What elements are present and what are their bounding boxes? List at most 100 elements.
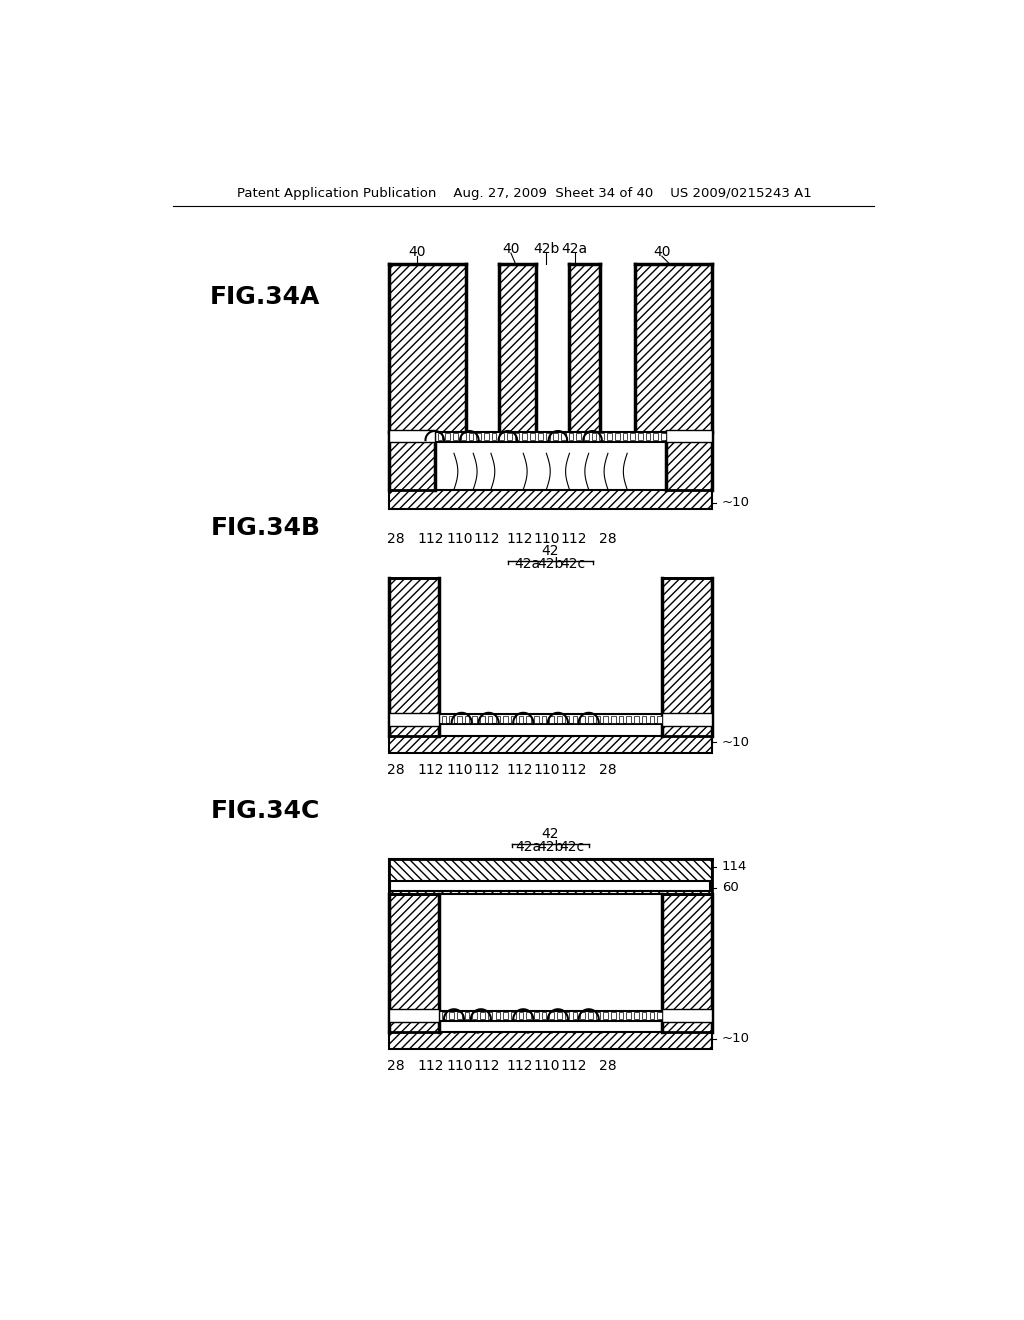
Text: 112: 112 <box>506 1059 532 1073</box>
Bar <box>465 715 469 723</box>
Bar <box>438 714 662 725</box>
Bar <box>565 715 569 723</box>
Bar <box>450 1012 454 1019</box>
Text: 112: 112 <box>418 1059 444 1073</box>
Text: 112: 112 <box>473 1059 500 1073</box>
Bar <box>635 264 712 432</box>
Bar <box>388 737 712 752</box>
Bar <box>445 433 451 441</box>
Text: 112: 112 <box>506 763 532 776</box>
Bar <box>435 432 666 442</box>
Bar <box>472 1012 477 1019</box>
Bar <box>649 715 654 723</box>
Bar <box>511 715 515 723</box>
Bar <box>388 859 712 894</box>
Bar <box>565 1012 569 1019</box>
Text: 112: 112 <box>418 763 444 776</box>
Bar <box>441 1012 446 1019</box>
Text: 112: 112 <box>506 532 532 545</box>
Bar <box>484 433 488 441</box>
Bar <box>546 433 550 441</box>
Bar <box>388 894 438 1032</box>
Bar <box>631 433 635 441</box>
Text: FIG.34A: FIG.34A <box>210 285 321 309</box>
Bar <box>627 715 631 723</box>
Bar <box>596 1012 600 1019</box>
Text: 28: 28 <box>599 1059 616 1073</box>
Text: 28: 28 <box>387 763 406 776</box>
Bar <box>649 1012 654 1019</box>
Bar <box>511 1012 515 1019</box>
Text: FIG.34C: FIG.34C <box>211 800 319 824</box>
Bar <box>584 433 589 441</box>
Text: 110: 110 <box>446 532 473 545</box>
Bar <box>657 1012 662 1019</box>
Text: 114: 114 <box>722 861 748 874</box>
Bar <box>662 433 666 441</box>
Bar <box>526 715 531 723</box>
Bar <box>642 1012 646 1019</box>
Text: 28: 28 <box>599 532 616 545</box>
Text: 110: 110 <box>534 763 559 776</box>
Bar <box>550 1012 554 1019</box>
Bar <box>581 715 585 723</box>
Bar <box>518 715 523 723</box>
Text: 112: 112 <box>418 532 444 545</box>
Bar <box>535 1012 539 1019</box>
Text: 112: 112 <box>561 532 588 545</box>
Bar <box>503 715 508 723</box>
Text: ~10: ~10 <box>722 735 750 748</box>
Bar <box>388 430 435 442</box>
Bar <box>518 1012 523 1019</box>
Bar <box>599 433 604 441</box>
Bar <box>388 432 435 490</box>
Bar <box>638 433 643 441</box>
Text: 28: 28 <box>599 763 616 776</box>
Bar <box>611 715 615 723</box>
Text: 28: 28 <box>387 1059 406 1073</box>
Text: FIG.34B: FIG.34B <box>210 516 321 540</box>
Bar <box>454 433 458 441</box>
Text: 42c: 42c <box>559 840 585 854</box>
Text: 112: 112 <box>561 1059 588 1073</box>
Bar <box>550 715 554 723</box>
Text: 28: 28 <box>387 532 406 545</box>
Text: 42a: 42a <box>514 557 541 572</box>
Bar <box>662 713 712 726</box>
Bar <box>469 433 473 441</box>
Text: ~10: ~10 <box>722 1032 750 1045</box>
Text: 110: 110 <box>534 1059 559 1073</box>
Bar <box>388 264 466 432</box>
Bar <box>611 1012 615 1019</box>
Bar <box>627 1012 631 1019</box>
Bar <box>472 715 477 723</box>
Bar <box>480 1012 484 1019</box>
Text: Patent Application Publication    Aug. 27, 2009  Sheet 34 of 40    US 2009/02152: Patent Application Publication Aug. 27, … <box>238 186 812 199</box>
Bar <box>577 433 581 441</box>
Text: 112: 112 <box>473 532 500 545</box>
Text: 40: 40 <box>653 246 671 259</box>
Bar <box>522 433 527 441</box>
Bar <box>569 264 600 432</box>
Bar <box>538 433 543 441</box>
Bar <box>503 1012 508 1019</box>
Bar <box>496 1012 500 1019</box>
Bar <box>618 1012 624 1019</box>
Bar <box>557 715 562 723</box>
Bar <box>553 433 558 441</box>
Bar <box>666 432 712 490</box>
Bar <box>499 264 537 432</box>
Bar <box>457 1012 462 1019</box>
Bar <box>487 715 493 723</box>
Bar <box>603 715 608 723</box>
Bar <box>487 1012 493 1019</box>
Text: 42: 42 <box>542 828 559 841</box>
Text: ~10: ~10 <box>722 496 750 510</box>
Text: 42c: 42c <box>561 557 586 572</box>
Bar <box>530 433 535 441</box>
Bar <box>607 433 611 441</box>
Text: 110: 110 <box>446 1059 473 1073</box>
Bar <box>642 715 646 723</box>
Bar <box>542 715 547 723</box>
Bar <box>592 433 596 441</box>
